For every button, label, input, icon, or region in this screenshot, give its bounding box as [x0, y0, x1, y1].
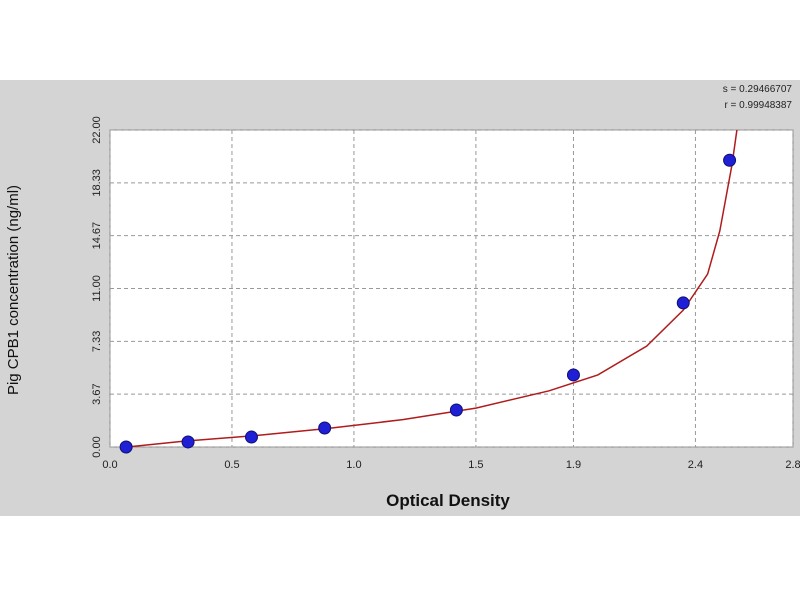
y-tick-label: 7.33: [91, 331, 103, 352]
data-point: [318, 421, 332, 435]
x-tick-label: 2.8: [785, 459, 800, 471]
x-tick-label: 2.4: [688, 459, 703, 471]
x-tick-label: 0.0: [102, 459, 117, 471]
x-tick-label: 0.5: [224, 459, 239, 471]
data-point: [244, 430, 258, 444]
y-tick-label: 14.67: [91, 222, 103, 250]
x-tick-label: 1.0: [346, 459, 361, 471]
y-axis-title: Pig CPB1 concentration (ng/ml): [5, 185, 22, 395]
data-point: [119, 440, 133, 454]
annotation: r = 0.99948387: [724, 100, 792, 111]
y-tick-label: 22.00: [91, 116, 103, 144]
y-tick-label: 11.00: [91, 275, 103, 302]
data-point: [723, 153, 737, 167]
fit-curve: [126, 129, 738, 448]
annotation: s = 0.29466707: [723, 84, 793, 95]
y-tick-label: 3.67: [91, 383, 103, 404]
x-tick-label: 1.9: [566, 459, 581, 471]
data-point: [449, 403, 463, 417]
data-point: [566, 368, 580, 382]
data-point: [181, 435, 195, 449]
y-tick-label: 18.33: [91, 169, 103, 197]
data-point: [676, 296, 690, 310]
plot-area: [109, 129, 794, 448]
x-tick-label: 1.5: [468, 459, 483, 471]
x-axis-title: Optical Density: [386, 491, 510, 510]
y-tick-label: 0.00: [91, 436, 103, 457]
